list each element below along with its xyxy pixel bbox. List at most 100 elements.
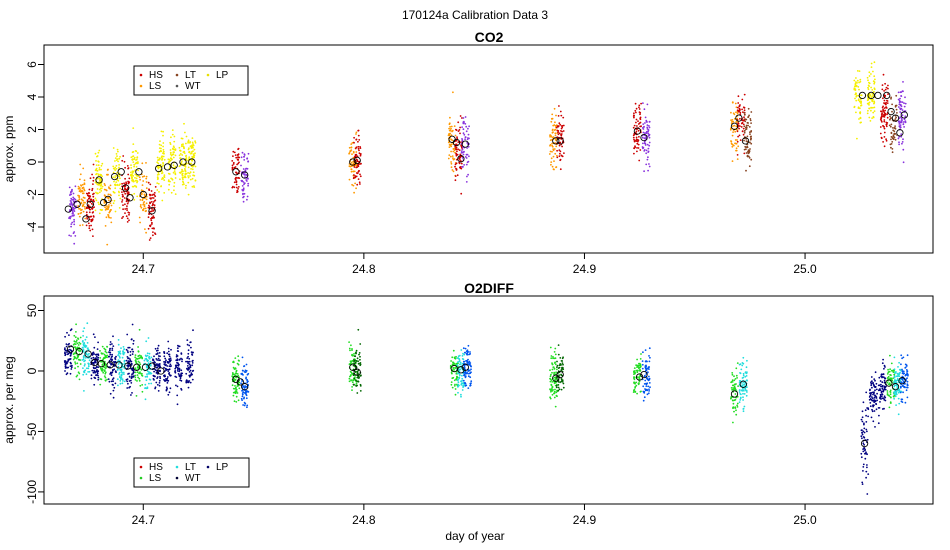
co2-data-point-400 bbox=[118, 175, 121, 178]
o2diff-data-point-2007 bbox=[873, 399, 875, 401]
o2diff-data-point-54 bbox=[63, 360, 66, 362]
o2diff-data-point-62 bbox=[64, 370, 66, 372]
o2diff-data-point-699 bbox=[156, 347, 159, 350]
co2-data-point-428 bbox=[121, 182, 123, 185]
o2diff-data-point-1367 bbox=[458, 358, 460, 360]
o2diff-data-point-1065 bbox=[241, 369, 244, 372]
o2diff-data-point-839 bbox=[176, 347, 179, 350]
o2diff-data-point-244 bbox=[95, 366, 98, 368]
co2-data-point-1461 bbox=[551, 131, 554, 134]
co2-mean-marker-25 bbox=[457, 155, 465, 163]
co2-data-point-1651 bbox=[644, 144, 647, 146]
co2-data-point-152 bbox=[88, 225, 91, 227]
co2-data-point-1116 bbox=[351, 142, 354, 144]
co2-data-point-1142 bbox=[350, 168, 353, 171]
o2diff-data-point-2194 bbox=[896, 379, 899, 382]
co2-data-point-1946 bbox=[870, 106, 873, 109]
o2diff-data-point-661 bbox=[149, 360, 152, 363]
o2diff-data-point-559 bbox=[129, 379, 132, 382]
co2-data-point-1675 bbox=[643, 108, 646, 111]
co2-data-point-1734 bbox=[737, 95, 740, 98]
o2diff-data-point-181 bbox=[87, 365, 90, 368]
co2-data-point-1527 bbox=[561, 126, 564, 129]
co2-data-point-2171 bbox=[898, 123, 901, 125]
co2-data-point-640 bbox=[153, 200, 156, 202]
co2-data-point-1386 bbox=[461, 157, 464, 159]
co2-data-point-115 bbox=[82, 196, 85, 199]
o2diff-data-point-1435 bbox=[462, 347, 465, 350]
o2diff-data-point-1846 bbox=[742, 374, 745, 377]
co2-data-point-1126 bbox=[350, 170, 353, 173]
co2-data-point-2139 bbox=[889, 125, 892, 128]
o2diff-data-point-496 bbox=[126, 387, 129, 389]
co2-data-point-1314 bbox=[458, 162, 461, 165]
co2-data-point-1215 bbox=[359, 183, 361, 185]
co2-data-point-1485 bbox=[557, 115, 560, 117]
o2diff-data-point-2231 bbox=[906, 371, 908, 373]
o2diff-data-point-385 bbox=[111, 349, 114, 351]
o2diff-data-point-1589 bbox=[561, 379, 564, 382]
o2diff-data-point-2268 bbox=[901, 398, 904, 401]
co2-data-point-165 bbox=[92, 235, 94, 238]
co2-data-point-939 bbox=[187, 193, 190, 196]
co2-data-point-1662 bbox=[646, 143, 649, 146]
o2diff-data-point-2276 bbox=[902, 384, 904, 387]
o2diff-data-point-2288 bbox=[903, 380, 905, 383]
co2-data-point-1739 bbox=[740, 126, 743, 128]
o2diff-data-point-250 bbox=[94, 371, 96, 374]
co2-data-point-2105 bbox=[890, 96, 892, 99]
o2diff-data-point-2058 bbox=[883, 407, 885, 410]
o2diff-data-point-1510 bbox=[549, 397, 552, 400]
co2-data-point-732 bbox=[162, 177, 165, 180]
co2-data-point-1362 bbox=[463, 133, 466, 136]
o2diff-data-point-1524 bbox=[554, 353, 557, 356]
co2-data-point-470 bbox=[127, 201, 130, 203]
co2-data-point-1166 bbox=[358, 181, 361, 184]
co2-y-tick-label-5: 6 bbox=[25, 61, 39, 68]
o2diff-data-point-246 bbox=[97, 356, 100, 359]
o2diff-data-point-532 bbox=[127, 382, 129, 385]
o2diff-data-point-923 bbox=[187, 355, 190, 358]
o2diff-data-point-1638 bbox=[639, 368, 641, 371]
o2diff-data-point-118 bbox=[74, 356, 77, 359]
o2diff-data-point-1240 bbox=[352, 384, 355, 386]
co2-data-point-1726 bbox=[735, 121, 738, 123]
o2diff-data-point-322 bbox=[102, 357, 105, 360]
co2-data-point-2089 bbox=[895, 108, 898, 111]
o2diff-data-point-452 bbox=[120, 373, 123, 376]
o2diff-data-point-108 bbox=[74, 341, 77, 343]
o2diff-data-point-466 bbox=[118, 371, 121, 374]
co2-data-point-1178 bbox=[358, 152, 361, 155]
o2diff-data-point-1102 bbox=[240, 382, 243, 385]
co2-data-point-797 bbox=[169, 141, 172, 144]
o2diff-mean-marker-2 bbox=[84, 350, 92, 358]
o2diff-data-point-334 bbox=[101, 369, 103, 372]
co2-mean-marker-19 bbox=[232, 168, 240, 176]
co2-data-point-1161 bbox=[357, 134, 360, 137]
co2-data-point-1060 bbox=[243, 192, 246, 195]
co2-data-point-657 bbox=[154, 232, 156, 235]
o2diff-data-point-38 bbox=[64, 349, 67, 352]
o2diff-data-point-1729 bbox=[643, 375, 646, 378]
co2-mean-marker-9 bbox=[121, 184, 130, 192]
o2diff-data-point-1656 bbox=[634, 391, 637, 393]
o2diff-data-point-1389 bbox=[467, 387, 470, 389]
co2-data-point-1625 bbox=[648, 126, 651, 129]
o2diff-data-point-1634 bbox=[639, 390, 642, 393]
co2-data-point-725 bbox=[158, 157, 161, 160]
co2-data-point-495 bbox=[132, 161, 135, 164]
co2-data-point-809 bbox=[169, 159, 172, 162]
o2diff-data-point-740 bbox=[158, 352, 161, 354]
o2diff-data-point-1495 bbox=[552, 357, 554, 360]
o2diff-data-point-1875 bbox=[742, 392, 744, 395]
o2diff-data-point-1776 bbox=[732, 402, 735, 405]
o2diff-data-point-927 bbox=[192, 329, 194, 332]
co2-data-point-727 bbox=[160, 150, 163, 153]
co2-data-point-416 bbox=[123, 160, 126, 163]
co2-data-point-783 bbox=[173, 151, 176, 154]
o2diff-data-point-1383 bbox=[470, 368, 472, 371]
o2diff-data-point-56 bbox=[64, 335, 66, 338]
co2-data-point-132 bbox=[80, 198, 83, 201]
co2-data-point-1540 bbox=[639, 121, 642, 124]
co2-data-point-341 bbox=[104, 184, 106, 187]
